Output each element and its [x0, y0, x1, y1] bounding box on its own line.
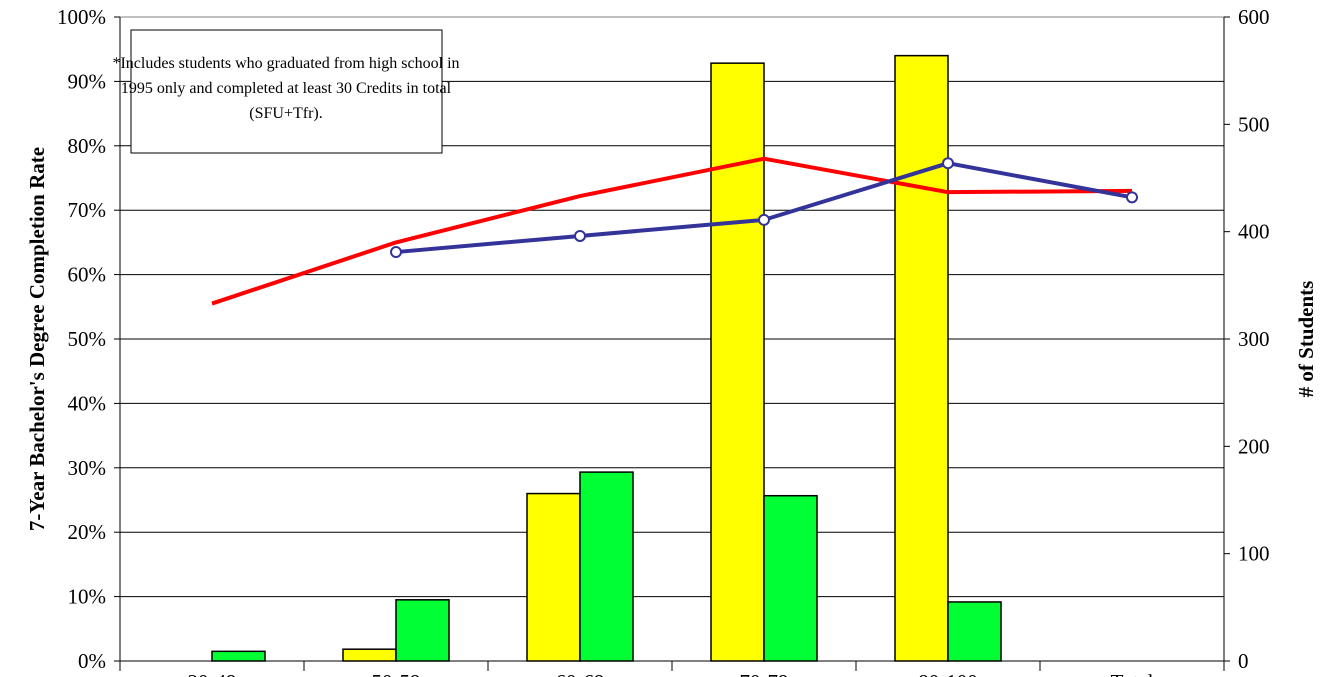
bar-80-100-series-2 [948, 602, 1001, 661]
line-marker [391, 247, 401, 257]
left-axis-tick-labels: 0% 10% 20% 30% 40% 50% 60% 70% 80% 90% 100% [57, 5, 106, 673]
left-tick-label: 10% [68, 585, 107, 609]
bar-30-49-series-2 [212, 651, 265, 661]
x-tick-label: 50-59 [372, 670, 421, 677]
bar-60-69-series-2 [580, 472, 633, 661]
bar-70-79-series-1 [711, 63, 764, 661]
x-tick-label: 60-69 [556, 670, 605, 677]
bar-50-59-series-1 [343, 649, 396, 661]
right-tick-label: 0 [1238, 649, 1249, 673]
left-tick-label: 20% [68, 520, 107, 544]
line-series [212, 158, 1137, 303]
right-tick-label: 600 [1238, 5, 1270, 29]
left-tick-label: 60% [68, 263, 107, 287]
line-marker [759, 215, 769, 225]
right-tick-label: 500 [1238, 112, 1270, 136]
x-tick-label: Total [1111, 670, 1154, 677]
x-tick-label: 80-100 [918, 670, 978, 677]
bar-80-100-series-1 [895, 56, 948, 661]
bar-70-79-series-2 [764, 496, 817, 661]
left-tick-label: 0% [78, 649, 106, 673]
right-tick-label: 300 [1238, 327, 1270, 351]
annotation-box: *Includes students who graduated from hi… [112, 30, 459, 153]
line-marker [1127, 192, 1137, 202]
bar-50-59-series-2 [396, 600, 449, 661]
x-tick-label: 70-79 [740, 670, 789, 677]
annotation-line: 1995 only and completed at least 30 Cred… [121, 80, 452, 97]
right-axis-title: # of Students [1294, 281, 1318, 398]
left-axis-title: 7-Year Bachelor's Degree Completion Rate [25, 147, 49, 531]
right-tick-label: 100 [1238, 542, 1270, 566]
left-tick-label: 70% [68, 198, 107, 222]
x-axis-tick-labels: 30-49 50-59 60-69 70-79 80-100 Total [188, 670, 1154, 677]
annotation-line: *Includes students who graduated from hi… [112, 55, 459, 72]
left-tick-label: 30% [68, 456, 107, 480]
line-marker [575, 231, 585, 241]
line-series-1 [212, 159, 1132, 304]
annotation-line: (SFU+Tfr). [249, 105, 322, 122]
line-marker [943, 158, 953, 168]
left-tick-label: 80% [68, 134, 107, 158]
right-tick-label: 200 [1238, 434, 1270, 458]
gridlines [120, 81, 1224, 596]
right-tick-label: 400 [1238, 220, 1270, 244]
left-tick-label: 100% [57, 5, 106, 29]
bar-60-69-series-1 [527, 494, 580, 661]
left-tick-label: 90% [68, 69, 107, 93]
left-tick-label: 40% [68, 391, 107, 415]
right-axis-tick-labels: 0 100 200 300 400 500 600 [1238, 5, 1270, 673]
left-tick-label: 50% [68, 327, 107, 351]
x-tick-label: 30-49 [188, 670, 237, 677]
